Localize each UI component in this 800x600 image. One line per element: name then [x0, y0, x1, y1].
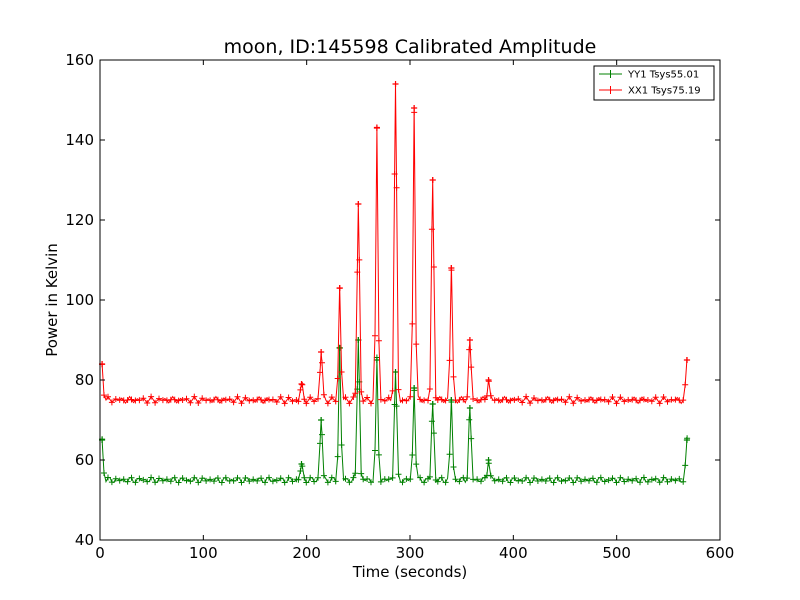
peak-point-yy1: [373, 357, 380, 363]
y-tick-label: 140: [65, 131, 94, 149]
peak-point-xx1: [318, 349, 325, 355]
x-axis-title: Time (seconds): [352, 563, 468, 581]
x-tick-label: 200: [292, 544, 321, 562]
y-axis-ticks: 40 60 80 100 120 140 160: [65, 51, 720, 549]
legend-box: [593, 65, 715, 101]
peak-point-xx1: [683, 357, 690, 363]
y-tick-label: 60: [75, 451, 94, 469]
chart-title: moon, ID:145598 Calibrated Amplitude: [224, 36, 597, 58]
peak-point-xx1: [355, 201, 362, 207]
peak-point-yy1: [485, 457, 492, 463]
peak-point-yy1: [683, 437, 690, 443]
peak-point-xx1: [298, 381, 305, 387]
x-tick-label: 0: [95, 544, 105, 562]
peak-point-yy1: [466, 405, 473, 411]
peak-point-xx1: [373, 125, 380, 131]
y-tick-label: 40: [75, 531, 94, 549]
peak-point-yy1: [318, 417, 325, 423]
peak-point-yy1: [336, 345, 343, 351]
x-tick-label: 500: [602, 544, 631, 562]
peak-point-yy1: [298, 461, 305, 467]
legend-label-xx1: XX1 Tsys75.19: [628, 86, 701, 97]
peak-point-xx1: [485, 377, 492, 383]
x-tick-label: 100: [189, 544, 218, 562]
x-tick-label: 300: [396, 544, 425, 562]
legend: YY1 Tsys55.01 XX1 Tsys75.19: [593, 65, 715, 101]
y-tick-label: 160: [65, 51, 94, 69]
peak-point-xx1: [429, 177, 436, 183]
plot-area: [100, 60, 720, 540]
y-tick-label: 80: [75, 371, 94, 389]
peak-point-xx1: [411, 105, 418, 111]
legend-label-yy1: YY1 Tsys55.01: [627, 70, 699, 81]
y-tick-label: 100: [65, 291, 94, 309]
x-axis-ticks: 0 100 200 300 400 500 600: [95, 60, 734, 562]
series-layer: [99, 81, 691, 486]
peak-point-yy1: [411, 385, 418, 391]
peak-point-xx1: [392, 81, 399, 87]
x-tick-label: 600: [706, 544, 735, 562]
peak-point-xx1: [466, 337, 473, 343]
peak-point-xx1: [336, 285, 343, 291]
y-tick-label: 120: [65, 211, 94, 229]
x-tick-label: 400: [499, 544, 528, 562]
peak-point-xx1: [448, 265, 455, 271]
legend-marker-xx1: [606, 86, 615, 94]
peak-point-yy1: [429, 401, 436, 407]
peak-point-yy1: [392, 369, 399, 375]
legend-marker-yy1: [606, 70, 615, 78]
y-axis-title: Power in Kelvin: [43, 243, 61, 357]
